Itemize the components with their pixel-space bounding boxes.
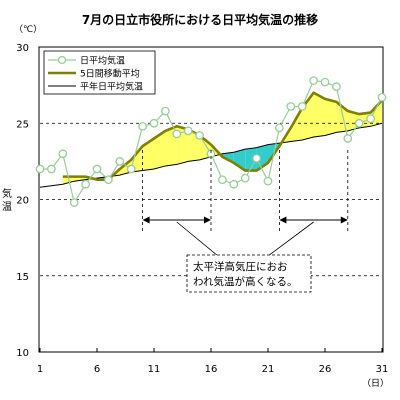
annotation-connector — [176, 221, 219, 257]
annotation-text: われ気温が高くなる。 — [193, 275, 297, 288]
legend-entry-daily-temperature-marker — [57, 55, 67, 65]
legend-entry-normal-temperature-label: 平年日平均気温 — [80, 81, 143, 93]
daily-temperature-point — [332, 82, 341, 92]
daily-temperature-point — [263, 176, 273, 186]
daily-temperature-point — [343, 134, 353, 143]
chart-title: 7月の日立市役所における日平均気温の推移 — [82, 12, 318, 27]
daily-temperature-point — [149, 118, 159, 128]
x-tick-label: 26 — [319, 364, 332, 375]
x-tick-label: 31 — [376, 364, 389, 375]
x-tick-label: 11 — [148, 364, 161, 375]
y-tick-label: 30 — [16, 43, 29, 54]
y-tick-label: 10 — [16, 348, 29, 359]
daily-temperature-point — [161, 106, 170, 116]
x-tick-label: 1 — [37, 364, 43, 375]
difference-fill — [325, 98, 337, 136]
span-arrow-head — [204, 216, 211, 224]
daily-temperature-point — [104, 175, 113, 185]
daily-temperature-point — [377, 92, 387, 102]
legend-entry-daily-temperature-label: 日平均気温 — [80, 55, 125, 67]
x-tick-label: 16 — [205, 364, 218, 375]
difference-fill — [154, 130, 166, 169]
x-tick-label: 21 — [262, 364, 275, 375]
span-arrow-head — [279, 216, 287, 224]
difference-fill — [142, 138, 154, 171]
span-arrow-head — [142, 216, 150, 224]
daily-temperature-point — [218, 175, 227, 185]
difference-fill — [313, 92, 325, 137]
y-tick-label: 15 — [16, 272, 29, 283]
daily-temperature-point — [126, 164, 136, 174]
annotation-text: 太平洋高気圧におお — [193, 260, 288, 273]
y-axis-label-char: 温 — [2, 201, 12, 213]
daily-temperature-point — [69, 198, 79, 207]
y-tick-label: 20 — [16, 196, 29, 207]
y-unit-label: （℃） — [14, 24, 42, 35]
daily-temperature-point — [195, 131, 204, 140]
moving-average-line — [62, 91, 383, 181]
daily-temperature-point — [58, 149, 68, 159]
data-series — [35, 76, 387, 207]
daily-temperature-point — [183, 126, 193, 136]
daily-temperature-point — [229, 179, 239, 189]
y-axis-label: 気温 — [2, 187, 12, 213]
annotation-box — [186, 254, 312, 293]
difference-fill — [245, 147, 257, 171]
difference-fill — [290, 108, 303, 142]
daily-temperature-point — [309, 76, 318, 85]
daily-temperature-point — [354, 118, 364, 128]
daily-temperature-point — [240, 173, 250, 183]
daily-temperature-point — [92, 164, 102, 174]
daily-temperature-point — [81, 179, 90, 189]
daily-temperature-point — [115, 157, 125, 166]
daily-temperature-point — [320, 77, 330, 87]
daily-temperature-point — [47, 164, 56, 174]
daily-temperature-point — [366, 114, 375, 124]
legend-entry-moving-average-label: 5日間移動平均 — [80, 68, 140, 80]
difference-fill — [131, 146, 143, 173]
y-axis-label-char: 気 — [2, 187, 12, 200]
daily-temperature-point — [35, 164, 45, 174]
daily-temperature-point — [252, 153, 261, 163]
x-unit-label: （日） — [362, 378, 389, 389]
daily-temperature-point — [172, 129, 182, 139]
daily-temperature-point — [297, 102, 307, 111]
span-arrow-head — [340, 216, 348, 224]
annotation-connector — [267, 221, 314, 257]
x-tick-label: 6 — [94, 364, 100, 375]
daily-temperature-point — [275, 123, 284, 133]
daily-temperature-point — [286, 102, 296, 111]
daily-temperature-point — [138, 121, 147, 131]
y-tick-label: 25 — [16, 119, 29, 130]
difference-fill — [233, 149, 246, 171]
